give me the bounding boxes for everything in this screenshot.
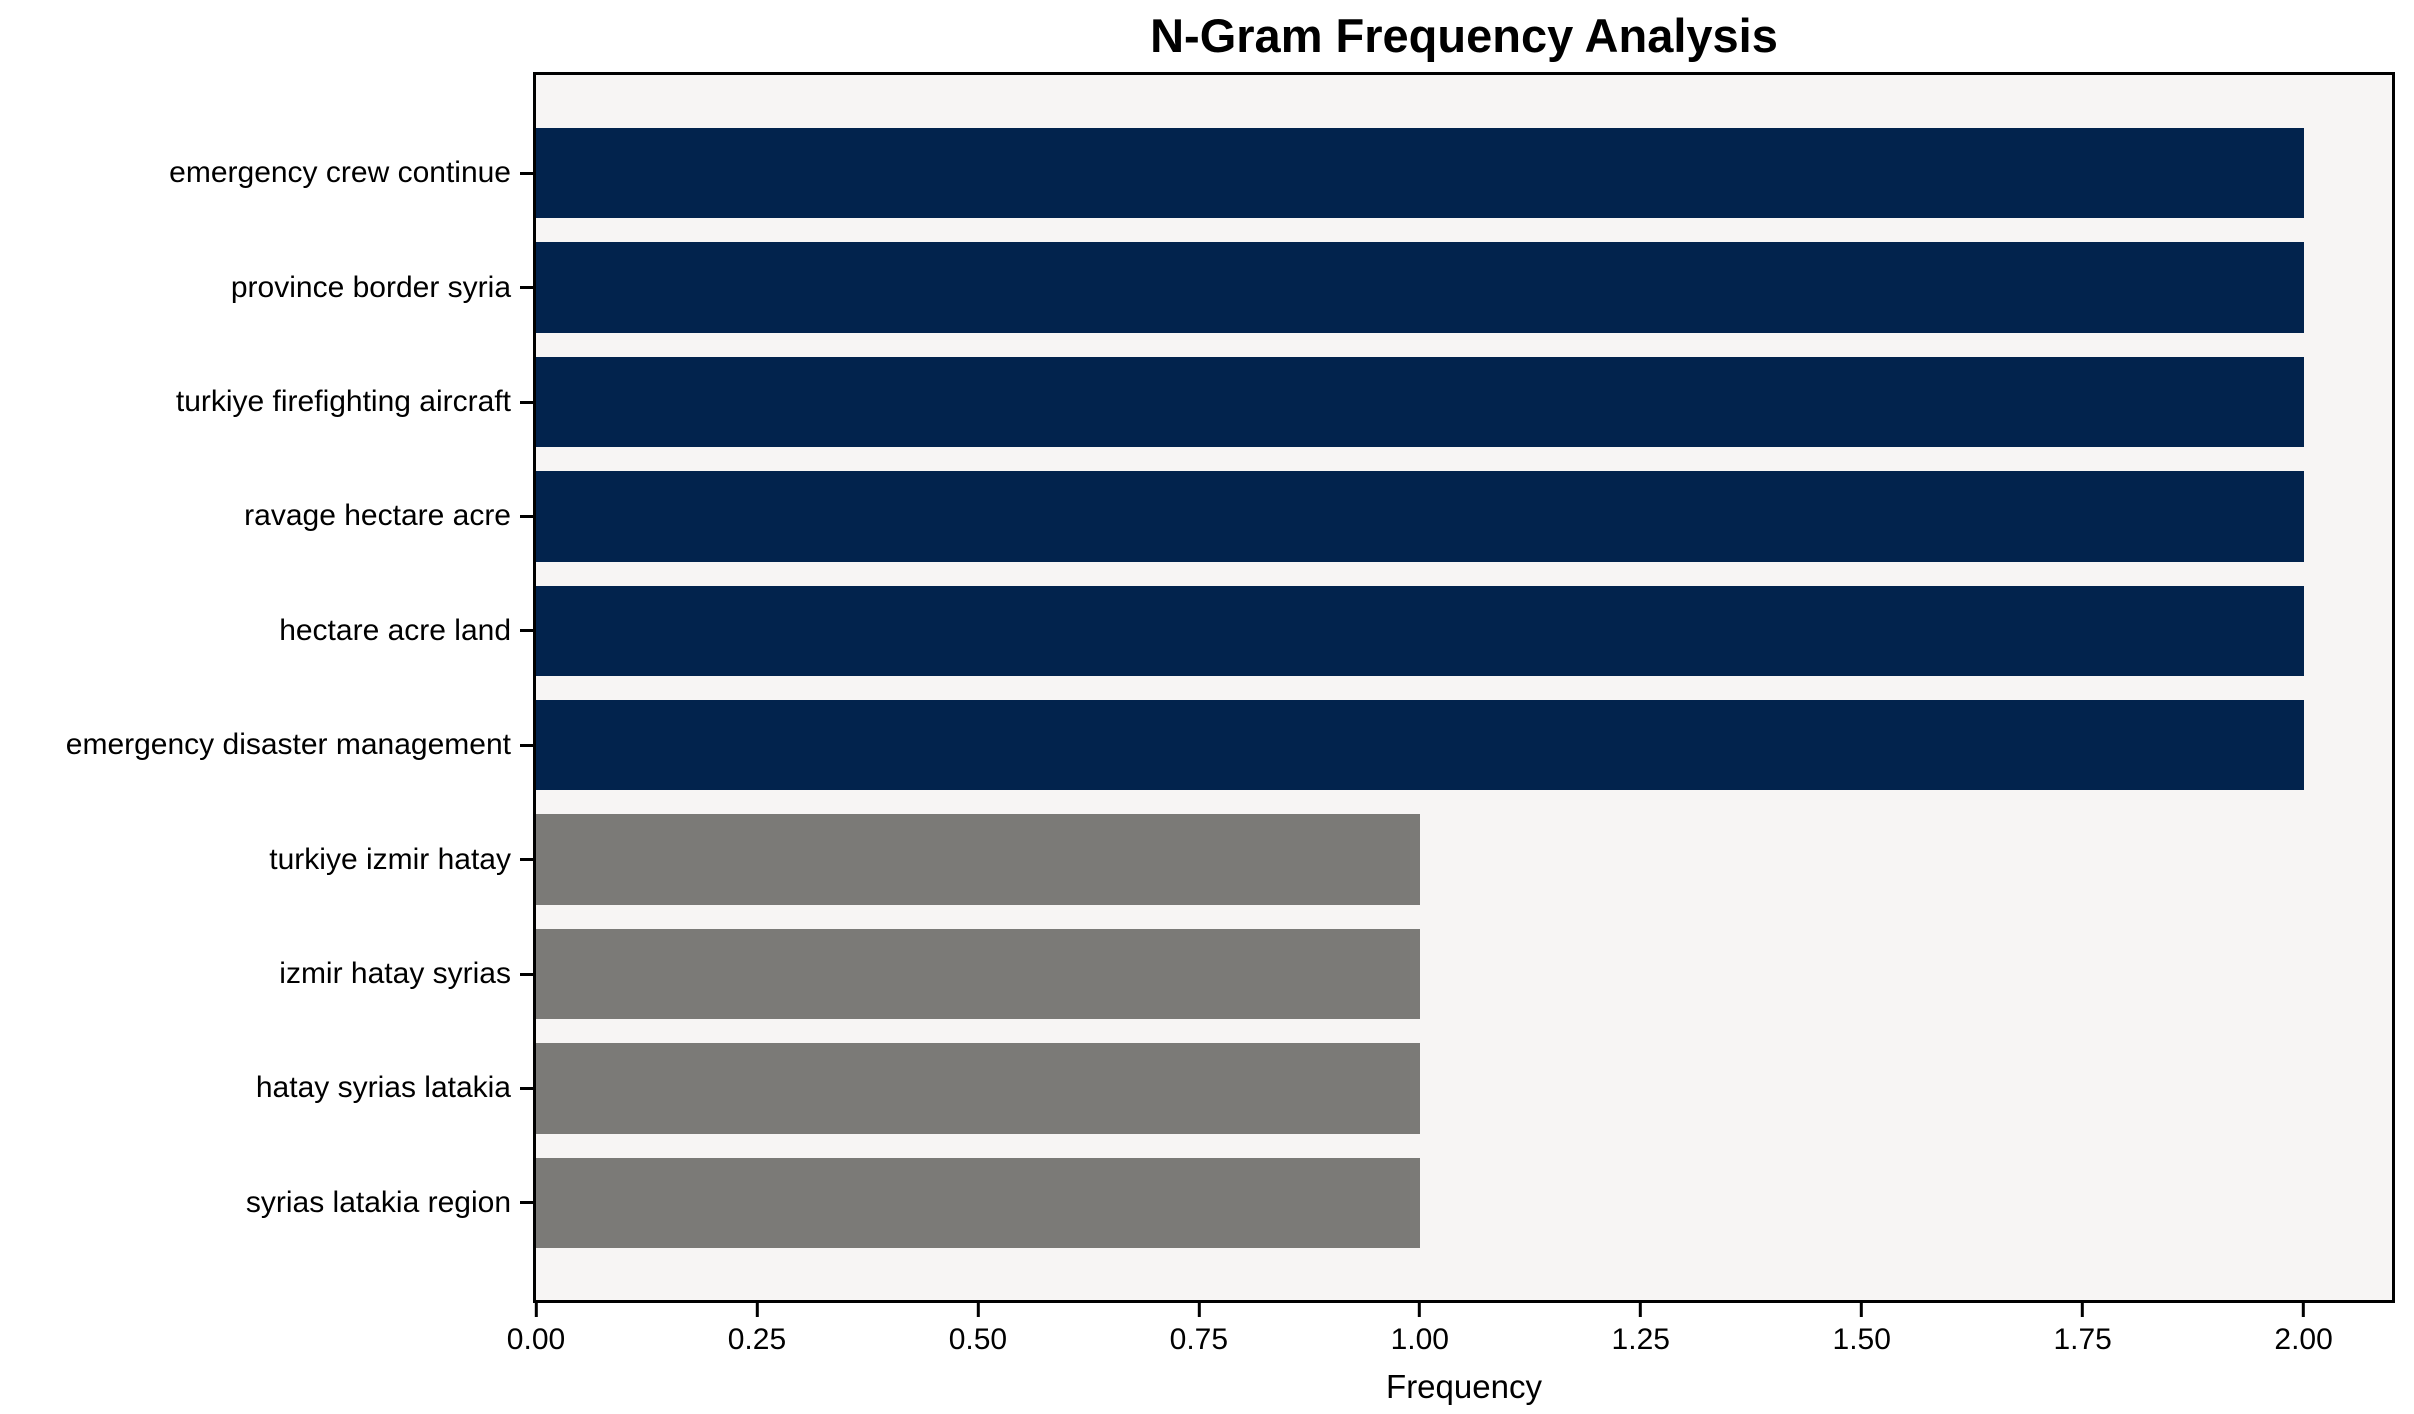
bar-band [536, 116, 2392, 230]
x-tick: 1.75 [2053, 1303, 2112, 1357]
x-tick-mark [2302, 1303, 2306, 1317]
y-tick-mark [520, 972, 533, 976]
y-axis-label: turkiye izmir hatay [269, 842, 511, 876]
x-axis-ticks: 0.00 0.25 0.50 0.75 1.00 1.25 1.50 1.75 2.00 [507, 1303, 2392, 1373]
y-axis-label: emergency crew continue [169, 156, 511, 190]
bar-band [536, 574, 2392, 688]
plot-area [533, 72, 2395, 1303]
y-axis-label: province border syria [230, 270, 511, 304]
y-axis-label: ravage hectare acre [244, 499, 511, 533]
x-tick: 0.25 [728, 1303, 786, 1357]
y-label-row: emergency disaster management [0, 688, 533, 802]
y-label-row: syrias latakia region [0, 1146, 533, 1260]
bar [536, 585, 2304, 677]
x-tick: 1.25 [1612, 1303, 1670, 1357]
y-tick-mark [520, 629, 533, 633]
bar [536, 356, 2304, 448]
y-tick-mark [520, 286, 533, 290]
x-tick: 0.75 [1170, 1303, 1228, 1357]
x-tick: 2.00 [2274, 1303, 2333, 1357]
y-axis-label: emergency disaster management [65, 728, 511, 762]
y-tick-mark [520, 514, 533, 518]
y-axis-label: hatay syrias latakia [255, 1071, 511, 1105]
y-label-row: turkiye izmir hatay [0, 802, 533, 916]
x-tick-mark [534, 1303, 538, 1317]
bar [536, 700, 2304, 791]
x-tick-mark [976, 1303, 980, 1317]
x-axis-title: Frequency [1386, 1368, 1542, 1405]
y-axis-label: izmir hatay syrias [279, 957, 511, 991]
bar-band [536, 688, 2392, 802]
bar-band [536, 459, 2392, 573]
y-label-row: emergency crew continue [0, 116, 533, 230]
y-tick-mark [520, 400, 533, 404]
x-tick: 0.00 [507, 1303, 565, 1357]
x-tick-label: 0.00 [506, 1323, 566, 1356]
x-tick-mark [1639, 1303, 1643, 1317]
y-tick-mark [520, 1086, 533, 1090]
y-tick-mark [520, 1201, 533, 1205]
x-tick: 1.00 [1391, 1303, 1449, 1357]
x-tick-label: 0.25 [727, 1323, 787, 1356]
y-label-row: hatay syrias latakia [0, 1031, 533, 1145]
bar [536, 1043, 1420, 1134]
bar-band [536, 917, 2392, 1031]
chart-title: N-Gram Frequency Analysis [1150, 9, 1778, 62]
x-tick-label: 2.00 [2274, 1323, 2333, 1356]
x-tick-mark [1197, 1303, 1201, 1317]
x-tick-label: 0.50 [948, 1323, 1008, 1356]
bar [536, 928, 1420, 1020]
bar [536, 471, 2304, 562]
bar [536, 814, 1420, 905]
bar-band [536, 230, 2392, 344]
x-tick-mark [1860, 1303, 1864, 1317]
x-tick: 0.50 [949, 1303, 1007, 1357]
y-label-row: hectare acre land [0, 574, 533, 688]
bar-band [536, 345, 2392, 459]
x-tick-label: 0.75 [1169, 1323, 1229, 1356]
x-tick-label: 1.00 [1390, 1323, 1449, 1356]
bar [536, 242, 2304, 333]
x-tick-label: 1.75 [2053, 1323, 2112, 1356]
bar-band [536, 1031, 2392, 1145]
y-axis-label: turkiye firefighting aircraft [175, 385, 511, 419]
y-axis-label: syrias latakia region [245, 1185, 511, 1219]
bars-container [536, 116, 2392, 1260]
y-tick-mark [520, 171, 533, 175]
y-label-row: province border syria [0, 230, 533, 344]
bar-band [536, 802, 2392, 916]
y-label-row: izmir hatay syrias [0, 917, 533, 1031]
x-tick-mark [2081, 1303, 2085, 1317]
y-axis-label: hectare acre land [279, 613, 511, 647]
y-label-row: turkiye firefighting aircraft [0, 345, 533, 459]
y-label-row: ravage hectare acre [0, 459, 533, 573]
bar [536, 128, 2304, 219]
x-tick-mark [1418, 1303, 1422, 1317]
y-tick-mark [520, 858, 533, 862]
y-tick-mark [520, 743, 533, 747]
x-tick-label: 1.25 [1611, 1323, 1670, 1356]
x-tick: 1.50 [1833, 1303, 1891, 1357]
x-tick-label: 1.50 [1832, 1323, 1891, 1356]
bar [536, 1157, 1420, 1249]
x-tick-mark [755, 1303, 759, 1317]
bar-band [536, 1146, 2392, 1260]
y-axis-labels: emergency crew continue province border s… [0, 116, 533, 1260]
